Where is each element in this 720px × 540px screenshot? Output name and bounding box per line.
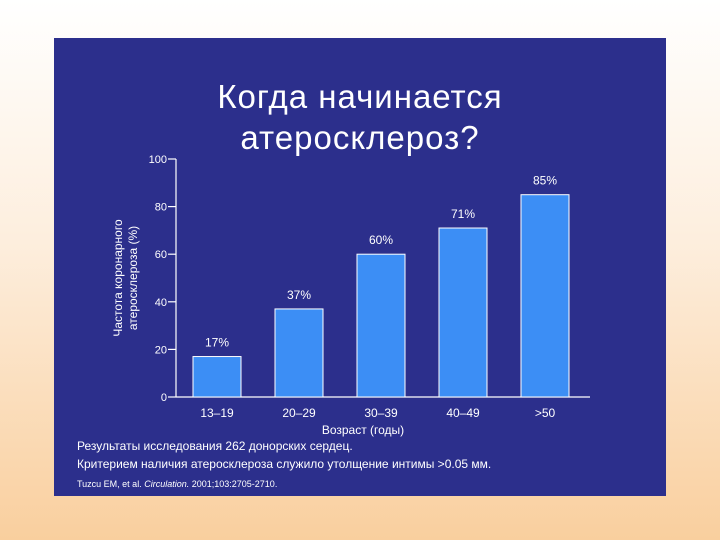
x-axis-ticks: 13–19 20–29 30–39 40–49 >50 [200, 406, 555, 420]
y-tick-label: 80 [155, 202, 167, 214]
x-tick-label: 30–39 [364, 406, 398, 420]
title-line-1: Когда начинается [217, 78, 503, 115]
y-axis-label-line-2: атеросклероза (%) [126, 226, 140, 330]
title-line-2: атеросклероз? [240, 119, 480, 156]
bar-value-label: 17% [205, 336, 229, 350]
bar [356, 253, 406, 398]
x-axis-label: Возраст (годы) [322, 423, 404, 437]
y-axis-ticks: 0 20 40 60 80 100 [149, 154, 176, 404]
bar-value-label: 37% [287, 288, 311, 302]
y-tick-label: 20 [155, 344, 167, 356]
y-axis-label-line-1: Частота коронарного [111, 219, 125, 337]
citation: Tuzcu EM, et al. Circulation. 2001;103:2… [77, 479, 277, 489]
citation-details: 2001;103:2705-2710. [189, 479, 278, 489]
x-tick-label: >50 [535, 406, 556, 420]
study-note-1: Результаты исследования 262 донорских се… [77, 439, 353, 453]
chart-bars [192, 194, 570, 398]
y-axis-label: Частота коронарного атеросклероза (%) [111, 219, 140, 337]
y-tick-label: 0 [161, 392, 167, 404]
y-tick-label: 60 [155, 249, 167, 261]
bar [274, 308, 324, 398]
x-tick-label: 13–19 [200, 406, 234, 420]
bar [192, 356, 242, 398]
bar-value-label: 85% [533, 174, 557, 188]
citation-authors: Tuzcu EM, et al. [77, 479, 145, 489]
bar [438, 227, 488, 398]
study-note-2: Критерием наличия атеросклероза служило … [77, 457, 492, 471]
chart-title: Когда начинается атеросклероз? [54, 76, 666, 158]
data-labels: 17% 37% 60% 71% 85% [205, 174, 557, 350]
bar-value-label: 60% [369, 233, 393, 247]
citation-journal: Circulation. [144, 479, 190, 489]
bar [520, 194, 570, 398]
y-tick-label: 100 [149, 154, 167, 166]
x-tick-label: 40–49 [446, 406, 480, 420]
x-tick-label: 20–29 [282, 406, 316, 420]
bar-value-label: 71% [451, 207, 475, 221]
y-tick-label: 40 [155, 297, 167, 309]
